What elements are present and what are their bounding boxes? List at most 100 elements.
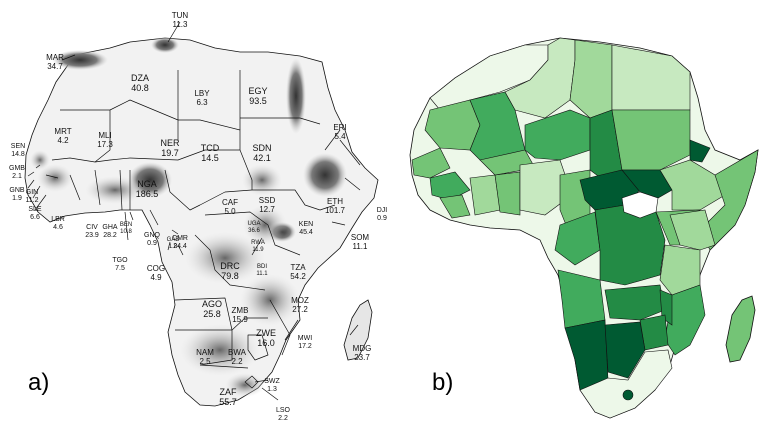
- region-namibia: [564, 319, 609, 391]
- country-population: 2.5: [199, 357, 211, 366]
- country-code: COG: [147, 264, 165, 273]
- country-population: 17.3: [97, 140, 113, 149]
- country-population: 6.6: [30, 214, 40, 221]
- country-code: LBR: [51, 216, 65, 223]
- country-code: RWA: [251, 240, 265, 246]
- country-code: ETH: [327, 197, 343, 206]
- country-code: NER: [160, 138, 180, 148]
- country-population: 93.5: [249, 96, 267, 106]
- country-population: 12.7: [259, 205, 275, 214]
- country-population: 36.6: [248, 228, 260, 234]
- region-ghana-tgo: [494, 171, 521, 216]
- country-code: TGO: [112, 257, 128, 264]
- country-code: GNQ: [144, 232, 161, 239]
- country-population: 5.0: [224, 207, 236, 216]
- country-population: 1.9: [12, 195, 22, 202]
- country-code: GNB: [9, 187, 25, 194]
- country-population: 4.6: [53, 224, 63, 231]
- country-population: 11.1: [353, 242, 369, 251]
- country-population: 45.4: [299, 229, 313, 236]
- country-population: 5.4: [334, 132, 346, 141]
- country-code: GMB: [9, 165, 25, 172]
- region-somalia: [699, 149, 759, 251]
- country-code: SOM: [351, 233, 370, 242]
- region-egypt: [611, 44, 691, 111]
- country-population: 23.7: [354, 353, 370, 362]
- country-code: BEN: [120, 222, 132, 228]
- country-code: SWZ: [264, 378, 280, 385]
- country-population: 0.9: [377, 215, 387, 222]
- country-code: ZWE: [256, 328, 276, 338]
- region-south-africa: [579, 349, 673, 419]
- country-code: NAM: [196, 348, 214, 357]
- madagascar-b: [725, 295, 756, 363]
- country-population: 6.3: [196, 98, 208, 107]
- panel-b-label: b): [432, 369, 453, 396]
- panel-b-choropleth-map: b): [409, 37, 759, 419]
- country-population: 16.0: [257, 338, 275, 348]
- region-south-sudan: [621, 169, 673, 199]
- country-code: MAR: [46, 53, 64, 62]
- country-population: 28.2: [103, 232, 117, 239]
- country-population: 40.8: [131, 83, 149, 93]
- country-code: AGO: [202, 299, 222, 309]
- country-code: SEN: [11, 143, 25, 150]
- region-lesotho: [622, 389, 634, 401]
- country-population: 10.8: [120, 229, 132, 235]
- country-population: 4.9: [150, 273, 162, 282]
- country-population: 25.8: [203, 309, 221, 319]
- country-code: MOZ: [291, 296, 309, 305]
- label-leaders: [27, 21, 361, 401]
- country-population: 19.7: [161, 148, 179, 158]
- region-civ: [469, 174, 501, 216]
- region-kenya: [669, 209, 716, 251]
- region-zambia: [604, 284, 666, 321]
- country-population: 1.3: [267, 386, 277, 393]
- country-code: DZA: [131, 73, 149, 83]
- country-population: 54.2: [290, 272, 306, 281]
- country-population: 11.1: [256, 271, 268, 277]
- country-code: CMR: [172, 235, 188, 242]
- country-population: 55.7: [219, 397, 237, 407]
- country-population: 79.8: [221, 271, 239, 281]
- country-code: ZMB: [232, 306, 249, 315]
- country-population: 0.9: [147, 240, 157, 247]
- country-code: BWA: [228, 348, 247, 357]
- country-code: DRC: [220, 261, 240, 271]
- country-population: 2.1: [12, 173, 22, 180]
- region-sudan: [611, 109, 691, 171]
- country-code: SSD: [259, 196, 276, 205]
- country-population: 34.7: [47, 62, 63, 71]
- country-population: 14.8: [11, 151, 25, 158]
